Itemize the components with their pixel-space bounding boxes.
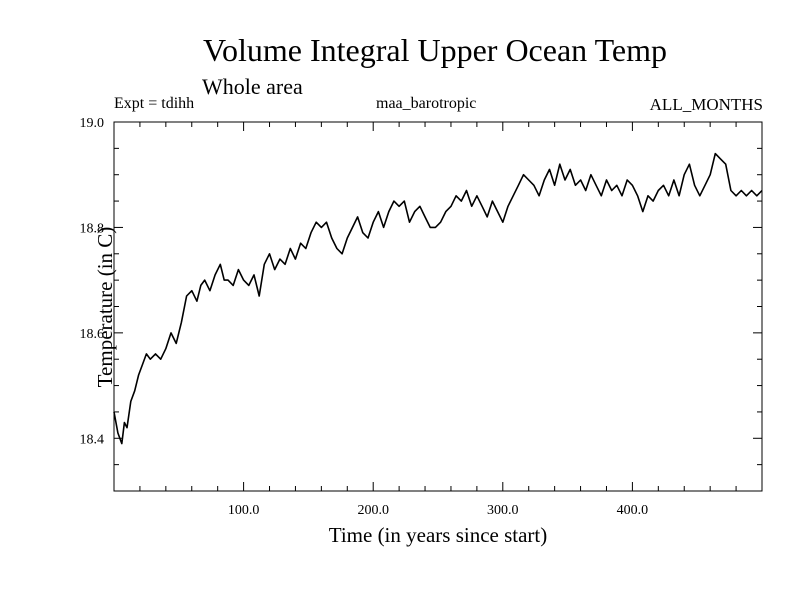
x-axis-label: Time (in years since start)	[328, 523, 548, 547]
chart-title: Volume Integral Upper Ocean Temp	[203, 32, 667, 68]
series-line	[113, 152, 763, 445]
run-label: maa_barotropic	[376, 95, 477, 112]
y-tick-label: 18.6	[80, 327, 105, 342]
x-tick-label: 300.0	[487, 503, 519, 518]
x-tick-label: 200.0	[357, 503, 389, 518]
y-tick-label: 18.4	[80, 432, 105, 447]
experiment-label: Expt = tdihh	[114, 95, 195, 112]
x-tick-label: 400.0	[617, 503, 649, 518]
plot-frame	[113, 121, 763, 492]
months-label: ALL_MONTHS	[649, 95, 763, 114]
x-tick-label: 100.0	[228, 503, 260, 518]
y-tick-label: 18.8	[80, 221, 105, 236]
y-tick-label: 19.0	[80, 116, 105, 131]
chart-subtitle: Whole area	[202, 74, 303, 99]
